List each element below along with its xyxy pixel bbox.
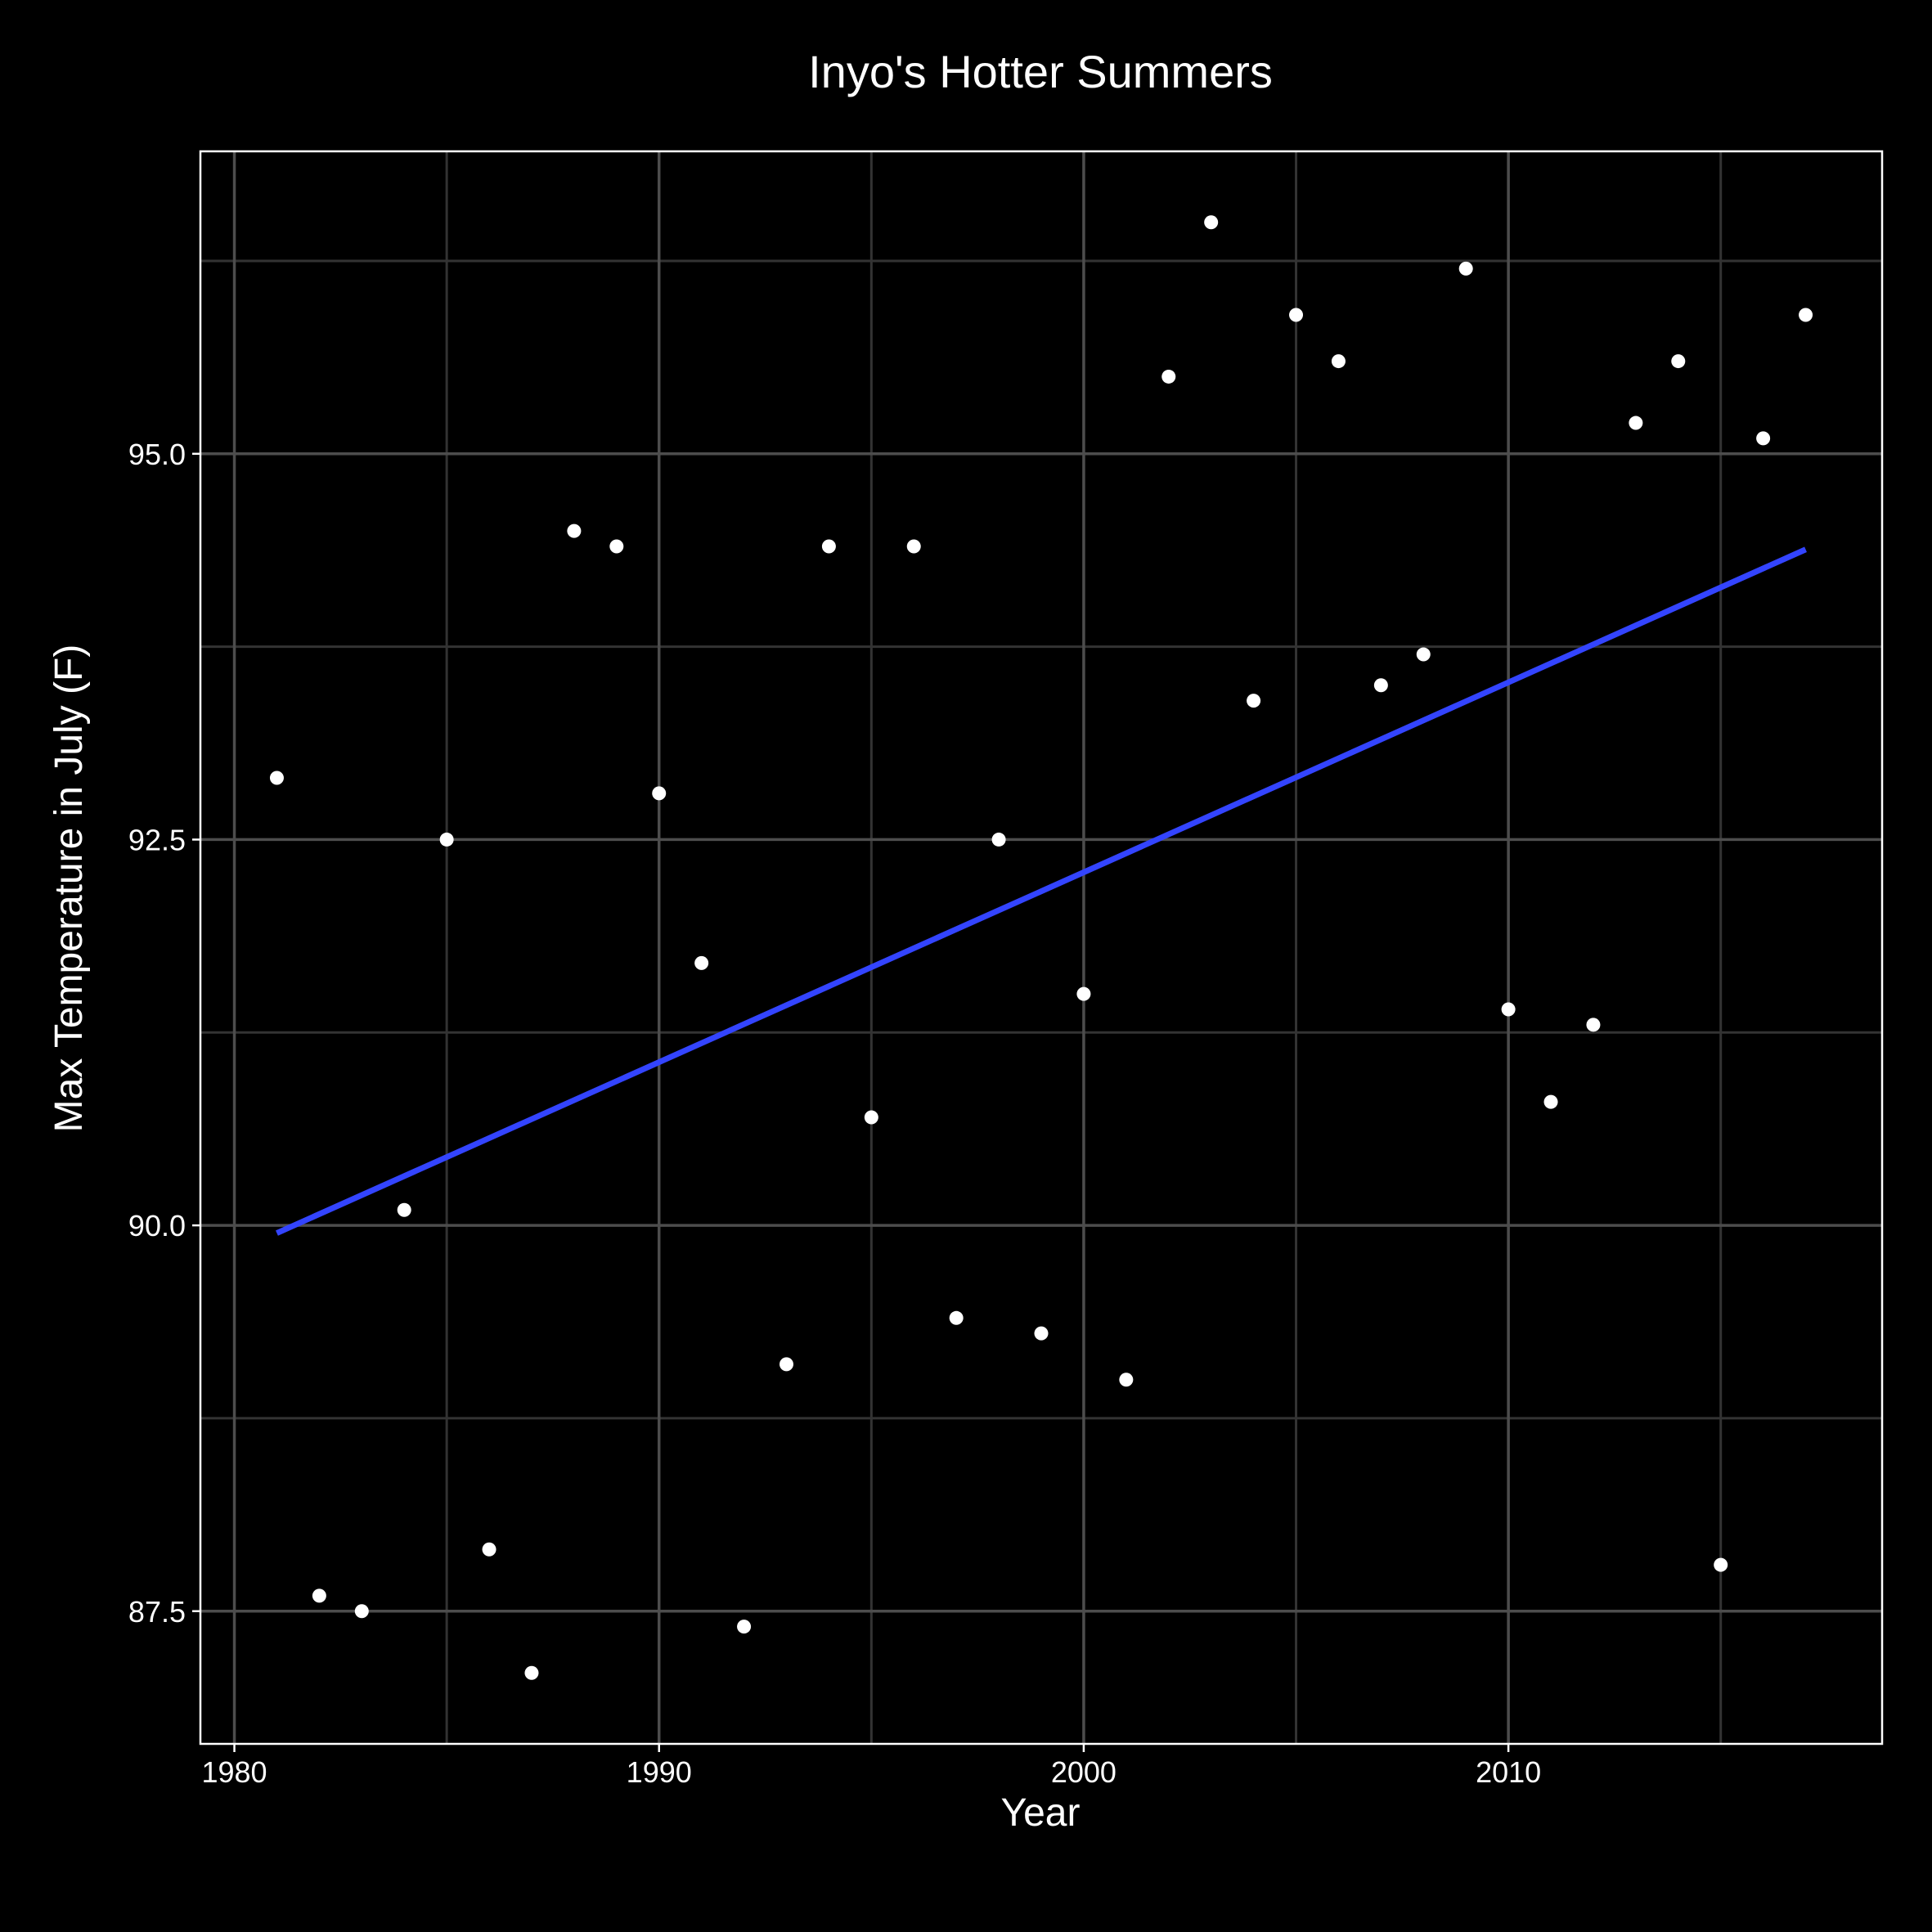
y-axis-ticks: 87.5 90.0 92.5 95.0 (128, 438, 200, 1629)
data-point (354, 1604, 369, 1619)
data-point (1543, 1094, 1558, 1109)
data-point (1076, 986, 1091, 1001)
data-point (1204, 215, 1219, 230)
x-axis-label: Year (1001, 1791, 1081, 1835)
data-point (439, 832, 454, 847)
data-point (694, 955, 709, 970)
data-point (1756, 431, 1771, 446)
data-point (567, 523, 582, 538)
data-point (609, 539, 624, 554)
data-point (312, 1588, 326, 1603)
data-point (1799, 308, 1813, 322)
x-tick-label: 1990 (627, 1755, 692, 1789)
data-points (269, 215, 1813, 1680)
data-point (1373, 678, 1388, 693)
data-point (269, 771, 284, 785)
data-point (864, 1110, 878, 1125)
data-point (1034, 1326, 1049, 1341)
data-point (1416, 647, 1431, 662)
data-point (779, 1357, 793, 1372)
y-tick-label: 87.5 (128, 1595, 186, 1629)
y-tick-label: 95.0 (128, 438, 186, 471)
data-point (524, 1665, 539, 1680)
data-point (1289, 308, 1304, 322)
y-tick-label: 92.5 (128, 823, 186, 856)
data-point (1331, 354, 1346, 369)
data-point (906, 539, 921, 554)
data-point (1586, 1018, 1601, 1032)
data-point (949, 1310, 964, 1325)
data-point (1458, 261, 1473, 276)
data-point (397, 1202, 411, 1217)
data-point (1501, 1002, 1516, 1017)
data-point (1671, 354, 1686, 369)
plot-panel-border (199, 150, 1884, 1746)
data-point (1247, 694, 1261, 708)
y-tick-label: 90.0 (128, 1209, 186, 1242)
data-point (482, 1542, 496, 1557)
data-point (1161, 369, 1176, 384)
x-axis-ticks: 1980 1990 2000 2010 (201, 1744, 1541, 1789)
data-point (1714, 1557, 1728, 1572)
y-axis-label: Max Temperature in July (F) (47, 645, 91, 1133)
x-tick-label: 1980 (201, 1755, 267, 1789)
data-point (821, 539, 836, 554)
trend-line-layer (276, 546, 1807, 1236)
data-point (737, 1620, 752, 1634)
trend-line (276, 546, 1807, 1236)
data-point (652, 786, 667, 801)
data-point (1629, 416, 1643, 430)
x-tick-label: 2010 (1476, 1755, 1541, 1789)
grid-lines (200, 151, 1882, 1744)
data-point (1119, 1373, 1134, 1387)
chart-title: Inyo's Hotter Summers (808, 46, 1273, 97)
data-point (991, 832, 1006, 847)
x-tick-label: 2000 (1051, 1755, 1117, 1789)
